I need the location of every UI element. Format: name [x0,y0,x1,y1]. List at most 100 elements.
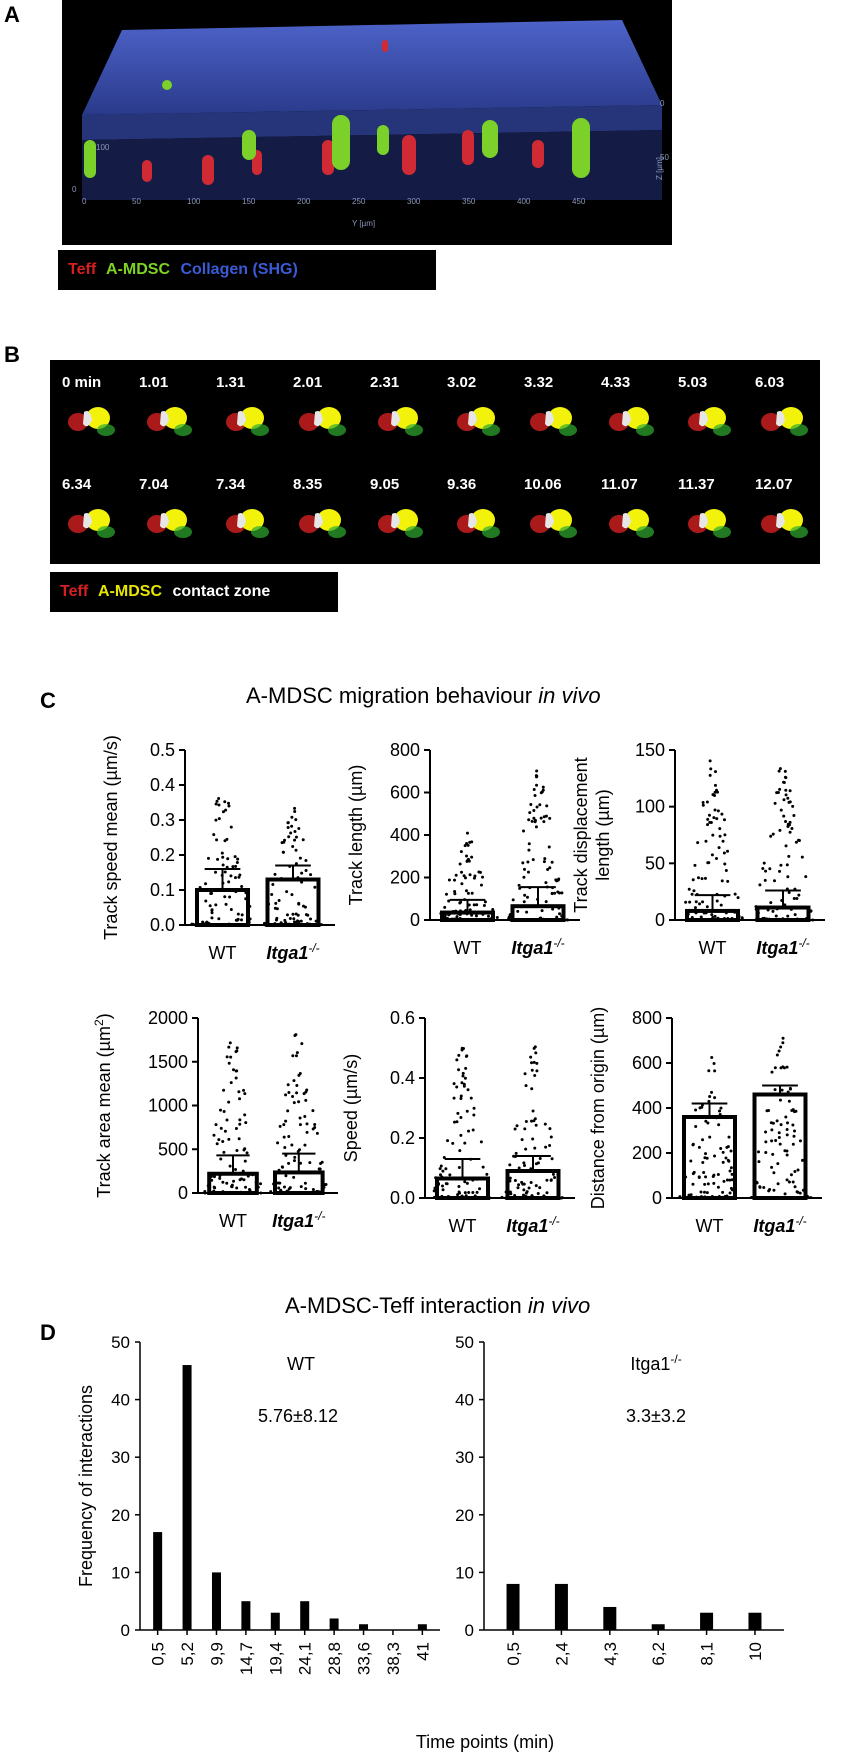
data-point [533,1146,537,1150]
data-point [775,1053,779,1057]
data-point [243,1113,247,1117]
data-point [786,914,790,918]
data-point [765,917,769,921]
y-tick-label: 40 [111,1391,130,1410]
y-axis-label: Frequency of interactions [76,1385,96,1587]
data-point [717,846,721,850]
frame-cells [147,509,192,538]
data-point [281,1165,285,1169]
data-point [204,899,208,903]
data-point [703,876,707,880]
amdsc-cell-halo [559,424,577,436]
data-point [724,1156,728,1160]
data-point [279,1188,283,1192]
data-point [678,1195,682,1199]
data-point [785,1196,789,1200]
data-point [778,787,782,791]
y-tick-label: 400 [632,1098,662,1118]
data-point [526,870,530,874]
data-point [523,893,527,897]
data-point [791,1123,795,1127]
data-point [516,918,520,922]
y-tick-label: 10 [455,1563,474,1582]
data-point [468,840,472,844]
data-point [721,1150,725,1154]
frame-time-label: 2.31 [370,374,400,391]
data-point [785,1128,789,1132]
amdsc-cell-halo [482,526,500,538]
frame-cells [457,509,500,538]
histogram-bar [506,1583,520,1630]
data-point [454,873,458,877]
y-tick-label: 50 [111,1333,130,1352]
data-point [219,1108,223,1112]
y-tick-label: 800 [632,1008,662,1028]
data-point [530,1087,534,1091]
data-point [513,1179,517,1183]
data-point [448,1173,452,1177]
data-point [443,916,447,920]
data-point [545,1191,549,1195]
data-point [794,840,798,844]
data-point [242,923,246,927]
data-point [560,914,564,918]
frame-cells [609,407,654,436]
contact-zone-shape [237,411,246,427]
contact-zone-shape [776,513,785,529]
histogram-bar [700,1612,714,1630]
data-point [526,860,530,864]
data-point [789,907,793,911]
y-axis-label: Y [µm] [352,219,375,228]
data-point [471,1191,475,1195]
data-point [798,1139,802,1143]
data-point [694,900,698,904]
frame-time-label: 0 min [62,374,102,391]
amdsc-cell-halo [97,424,115,436]
data-point [313,1190,317,1194]
data-point [458,901,462,905]
data-point [694,911,698,915]
data-point [733,1194,737,1198]
data-point [704,1152,708,1156]
data-point [308,922,312,926]
data-point [707,861,711,865]
data-point [782,918,786,922]
data-point [256,1185,260,1189]
data-point [720,812,724,816]
data-point [557,906,561,910]
histogram-bar [603,1606,617,1630]
legend-amdsc: A-MDSC [98,583,162,600]
amdsc-cell [548,407,572,429]
histogram-bar [241,1601,251,1630]
data-point [233,855,237,859]
legend-contact-zone: contact zone [172,583,271,600]
frame-time-label: 11.07 [601,476,638,493]
data-point [464,889,468,893]
data-point [701,801,705,805]
data-point [712,1061,716,1065]
data-point [774,1138,778,1142]
data-point [548,866,552,870]
data-point [433,1186,437,1190]
data-point [717,1123,721,1127]
data-point [529,1055,533,1059]
data-point [772,1171,776,1175]
data-point [782,798,786,802]
data-point [452,1096,456,1100]
data-point [488,1196,492,1200]
data-point [459,850,463,854]
data-point [232,1179,236,1183]
data-point [538,1157,542,1161]
data-point [222,1150,226,1154]
histogram-bar [270,1612,280,1630]
data-point [714,1116,718,1120]
data-point [441,1196,445,1200]
y-tick-label: 0.0 [150,915,175,935]
y-tick-label: 400 [390,825,420,845]
data-point [472,1106,476,1110]
frame-cells [761,509,808,538]
data-point [234,1076,238,1080]
timelapse-frame: 12.07 [743,462,820,564]
data-point [208,904,212,908]
data-point [788,789,792,793]
